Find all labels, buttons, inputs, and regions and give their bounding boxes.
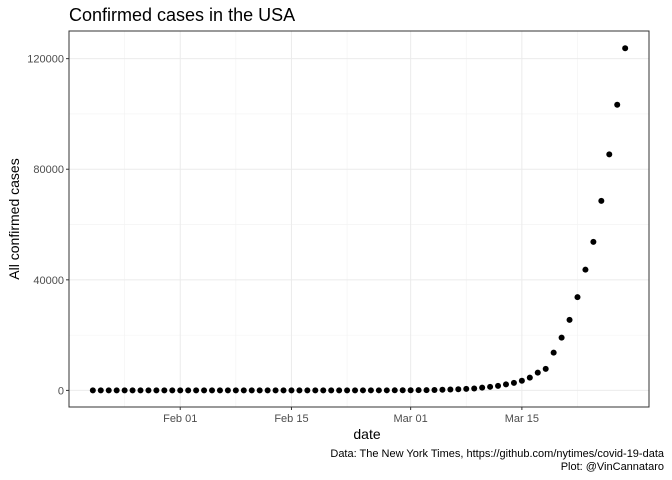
x-tick-label: Feb 15 bbox=[274, 413, 308, 425]
data-point bbox=[574, 294, 581, 301]
data-point bbox=[169, 387, 176, 394]
data-point bbox=[566, 316, 573, 323]
data-point bbox=[431, 386, 438, 393]
data-point bbox=[121, 387, 128, 394]
data-point bbox=[367, 387, 374, 394]
data-point bbox=[280, 387, 287, 394]
data-point bbox=[463, 385, 470, 392]
data-point bbox=[89, 387, 96, 394]
data-point bbox=[272, 387, 279, 394]
data-point bbox=[582, 266, 589, 273]
x-tick-label: Feb 01 bbox=[163, 413, 197, 425]
data-point bbox=[145, 387, 152, 394]
y-axis-title: All confirmed cases bbox=[6, 158, 22, 279]
data-point bbox=[622, 45, 629, 52]
x-axis-ticks: Feb 01 Feb 15 Mar 01 Mar 15 bbox=[163, 407, 539, 425]
data-point bbox=[344, 387, 351, 394]
data-point bbox=[439, 386, 446, 393]
plot-panel bbox=[69, 31, 649, 407]
data-point bbox=[328, 387, 335, 394]
data-point bbox=[606, 151, 613, 158]
x-axis-title: date bbox=[353, 426, 380, 442]
data-point bbox=[399, 387, 406, 394]
grid-major bbox=[69, 31, 649, 407]
data-point bbox=[352, 387, 359, 394]
data-point bbox=[542, 365, 549, 372]
data-point bbox=[216, 387, 223, 394]
data-point bbox=[105, 387, 112, 394]
data-point bbox=[193, 387, 200, 394]
data-point bbox=[185, 387, 192, 394]
y-tick-label: 0 bbox=[58, 385, 64, 397]
data-point bbox=[423, 387, 430, 394]
data-point bbox=[510, 379, 517, 386]
data-point bbox=[153, 387, 160, 394]
data-point bbox=[614, 101, 621, 108]
data-point bbox=[407, 387, 414, 394]
data-point bbox=[256, 387, 263, 394]
data-point bbox=[320, 387, 327, 394]
data-point bbox=[209, 387, 216, 394]
y-tick-label: 80000 bbox=[33, 164, 64, 176]
data-point bbox=[240, 387, 247, 394]
chart-title: Confirmed cases in the USA bbox=[69, 5, 295, 25]
data-point bbox=[161, 387, 168, 394]
data-point bbox=[312, 387, 319, 394]
data-point bbox=[264, 387, 271, 394]
y-tick-label: 120000 bbox=[27, 54, 64, 66]
data-point bbox=[447, 386, 454, 393]
data-point bbox=[201, 387, 208, 394]
caption-credit: Plot: @VinCannataro bbox=[561, 461, 664, 473]
x-tick-label: Mar 01 bbox=[394, 413, 428, 425]
data-point bbox=[288, 387, 295, 394]
data-point bbox=[598, 197, 605, 204]
data-point bbox=[129, 387, 136, 394]
y-tick-label: 40000 bbox=[33, 275, 64, 287]
data-point bbox=[97, 387, 104, 394]
data-point bbox=[479, 384, 486, 391]
data-point bbox=[113, 387, 120, 394]
data-point bbox=[455, 386, 462, 393]
data-point bbox=[359, 387, 366, 394]
plot-border bbox=[68, 30, 650, 408]
data-point bbox=[304, 387, 311, 394]
data-point bbox=[415, 387, 422, 394]
data-point bbox=[232, 387, 239, 394]
caption-source: Data: The New York Times, https://github… bbox=[330, 448, 665, 460]
data-point bbox=[550, 349, 557, 356]
data-point bbox=[526, 374, 533, 381]
data-point bbox=[495, 382, 502, 389]
data-point bbox=[391, 387, 398, 394]
x-tick-label: Mar 15 bbox=[505, 413, 539, 425]
data-points bbox=[89, 45, 629, 394]
data-point bbox=[336, 387, 343, 394]
data-point bbox=[137, 387, 144, 394]
data-point bbox=[224, 387, 231, 394]
data-point bbox=[518, 377, 525, 384]
data-point bbox=[534, 369, 541, 376]
data-point bbox=[471, 385, 478, 392]
y-axis-ticks: 0 40000 80000 120000 bbox=[27, 54, 69, 397]
data-point bbox=[177, 387, 184, 394]
grid-minor bbox=[69, 31, 649, 407]
data-point bbox=[383, 387, 390, 394]
data-point bbox=[296, 387, 303, 394]
data-point bbox=[558, 334, 565, 341]
data-point bbox=[502, 381, 509, 388]
data-point bbox=[487, 383, 494, 390]
data-point bbox=[248, 387, 255, 394]
data-point bbox=[375, 387, 382, 394]
data-point bbox=[590, 238, 597, 245]
